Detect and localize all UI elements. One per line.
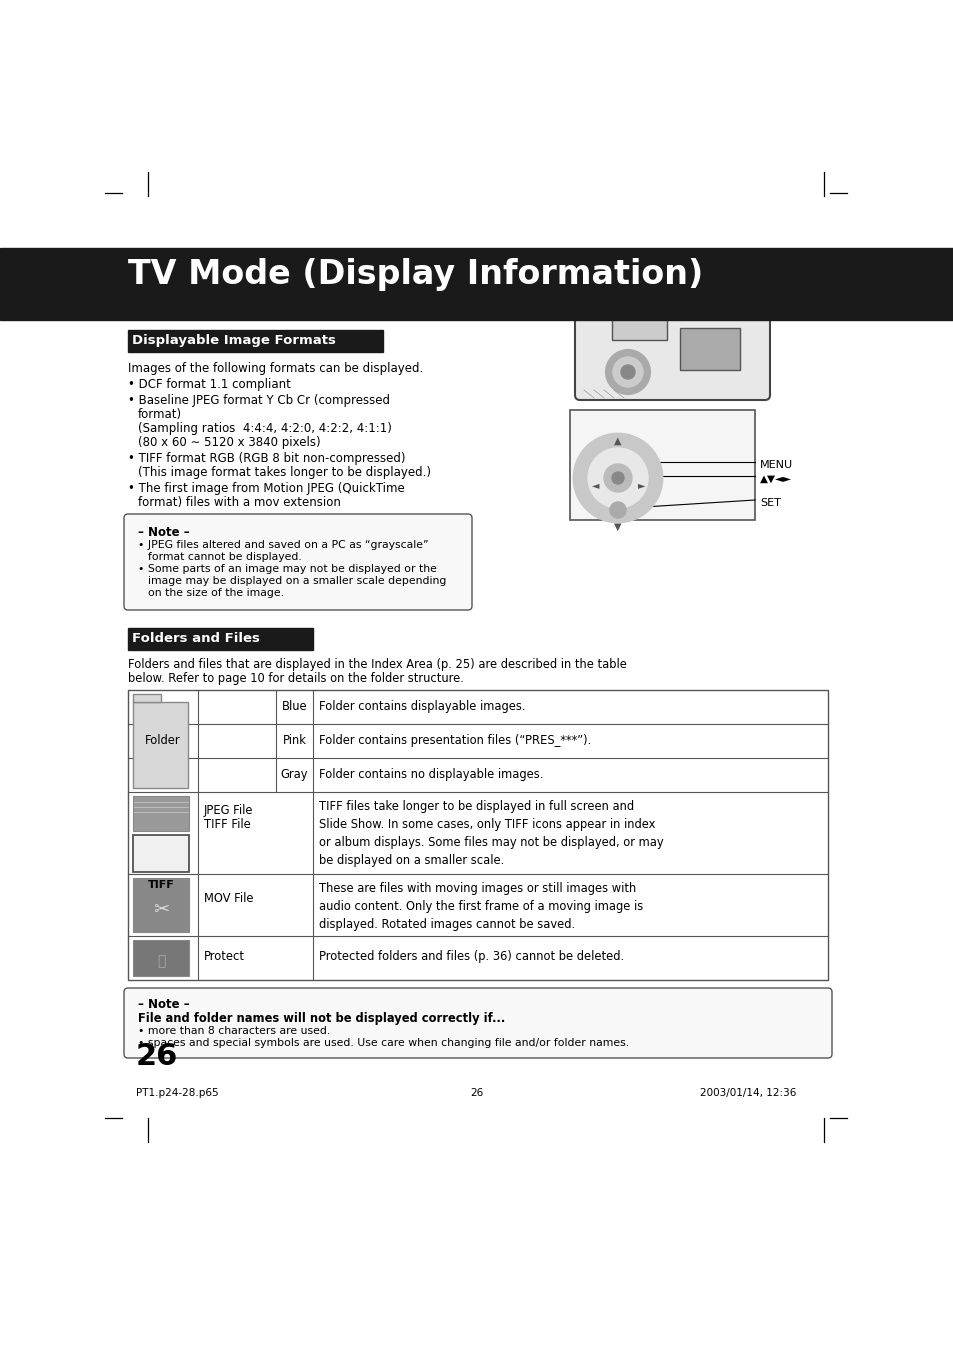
Text: ►: ► <box>638 480 645 490</box>
Bar <box>679 328 740 370</box>
Bar <box>132 835 189 871</box>
Text: TIFF files take longer to be displayed in full screen and
Slide Show. In some ca: TIFF files take longer to be displayed i… <box>318 800 663 867</box>
Text: (Sampling ratios  4:4:4, 4:2:0, 4:2:2, 4:1:1): (Sampling ratios 4:4:4, 4:2:0, 4:2:2, 4:… <box>138 422 392 435</box>
Bar <box>132 703 188 788</box>
Text: Pink: Pink <box>282 734 306 747</box>
Circle shape <box>574 434 661 521</box>
Text: Folder contains presentation files (“PRES_***”).: Folder contains presentation files (“PRE… <box>318 734 591 747</box>
Bar <box>132 940 189 975</box>
Text: PT1.p24-28.p65: PT1.p24-28.p65 <box>136 1088 218 1098</box>
Text: Protected folders and files (p. 36) cannot be deleted.: Protected folders and files (p. 36) cann… <box>318 950 623 963</box>
Circle shape <box>613 357 642 386</box>
Bar <box>128 330 382 353</box>
Circle shape <box>620 365 635 380</box>
Text: Gray: Gray <box>280 767 308 781</box>
Text: • spaces and special symbols are used. Use care when changing file and/or folder: • spaces and special symbols are used. U… <box>138 1038 628 1048</box>
Bar <box>128 690 827 979</box>
Text: • more than 8 characters are used.: • more than 8 characters are used. <box>138 1025 330 1036</box>
FancyBboxPatch shape <box>124 988 831 1058</box>
Bar <box>132 796 189 831</box>
Text: ▼: ▼ <box>614 521 621 532</box>
Bar <box>132 878 189 932</box>
Text: MOV File: MOV File <box>204 892 253 905</box>
Text: • The first image from Motion JPEG (QuickTime: • The first image from Motion JPEG (Quic… <box>128 482 404 494</box>
Text: ⚿: ⚿ <box>156 954 165 969</box>
Text: (This image format takes longer to be displayed.): (This image format takes longer to be di… <box>138 466 431 480</box>
Text: MENU: MENU <box>760 459 792 470</box>
Circle shape <box>603 463 631 492</box>
Text: – Note –: – Note – <box>138 998 190 1011</box>
Circle shape <box>587 449 647 508</box>
Circle shape <box>612 471 623 484</box>
Text: format): format) <box>138 408 182 422</box>
Text: TIFF File: TIFF File <box>204 817 251 831</box>
Text: Folder: Folder <box>145 734 181 747</box>
Text: (80 x 60 ∼ 5120 x 3840 pixels): (80 x 60 ∼ 5120 x 3840 pixels) <box>138 436 320 449</box>
Bar <box>0 249 953 320</box>
Text: • DCF format 1.1 compliant: • DCF format 1.1 compliant <box>128 378 291 390</box>
FancyBboxPatch shape <box>575 305 769 400</box>
Text: image may be displayed on a smaller scale depending: image may be displayed on a smaller scal… <box>148 576 446 586</box>
Text: • Baseline JPEG format Y Cb Cr (compressed: • Baseline JPEG format Y Cb Cr (compress… <box>128 394 390 407</box>
Text: 26: 26 <box>470 1088 483 1098</box>
Circle shape <box>605 350 649 394</box>
Text: Folders and Files: Folders and Files <box>132 632 259 644</box>
Text: – Note –: – Note – <box>138 526 190 539</box>
Text: TIFF: TIFF <box>148 881 174 890</box>
Text: on the size of the image.: on the size of the image. <box>148 588 284 598</box>
Text: ▲: ▲ <box>614 436 621 446</box>
Text: TV Mode (Display Information): TV Mode (Display Information) <box>128 258 702 290</box>
Bar <box>569 409 754 520</box>
Text: Protect: Protect <box>204 950 245 963</box>
Text: • JPEG files altered and saved on a PC as “grayscale”: • JPEG files altered and saved on a PC a… <box>138 540 428 550</box>
Bar <box>132 694 161 703</box>
FancyBboxPatch shape <box>124 513 472 611</box>
Text: format cannot be displayed.: format cannot be displayed. <box>148 553 301 562</box>
Text: JPEG File: JPEG File <box>204 804 253 817</box>
Text: format) files with a mov extension: format) files with a mov extension <box>138 496 340 509</box>
Text: Blue: Blue <box>281 700 307 713</box>
Text: Folder contains displayable images.: Folder contains displayable images. <box>318 700 525 713</box>
Text: These are files with moving images or still images with
audio content. Only the : These are files with moving images or st… <box>318 882 642 931</box>
Text: ▲▼◄►: ▲▼◄► <box>760 474 791 484</box>
Text: ✂: ✂ <box>152 900 169 919</box>
Text: SET: SET <box>760 499 781 508</box>
Text: Images of the following formats can be displayed.: Images of the following formats can be d… <box>128 362 423 376</box>
Bar <box>128 628 313 650</box>
Text: 2003/01/14, 12:36: 2003/01/14, 12:36 <box>700 1088 796 1098</box>
Bar <box>612 315 666 340</box>
Text: • TIFF format RGB (RGB 8 bit non-compressed): • TIFF format RGB (RGB 8 bit non-compres… <box>128 453 405 465</box>
Text: Folders and files that are displayed in the Index Area (p. 25) are described in : Folders and files that are displayed in … <box>128 658 626 671</box>
Text: Displayable Image Formats: Displayable Image Formats <box>132 334 335 347</box>
Text: ◄: ◄ <box>592 480 599 490</box>
Text: Folder contains no displayable images.: Folder contains no displayable images. <box>318 767 543 781</box>
Text: • Some parts of an image may not be displayed or the: • Some parts of an image may not be disp… <box>138 563 436 574</box>
Text: File and folder names will not be displayed correctly if...: File and folder names will not be displa… <box>138 1012 505 1025</box>
Text: 26: 26 <box>136 1042 178 1071</box>
Circle shape <box>609 503 625 517</box>
Text: below. Refer to page 10 for details on the folder structure.: below. Refer to page 10 for details on t… <box>128 671 463 685</box>
